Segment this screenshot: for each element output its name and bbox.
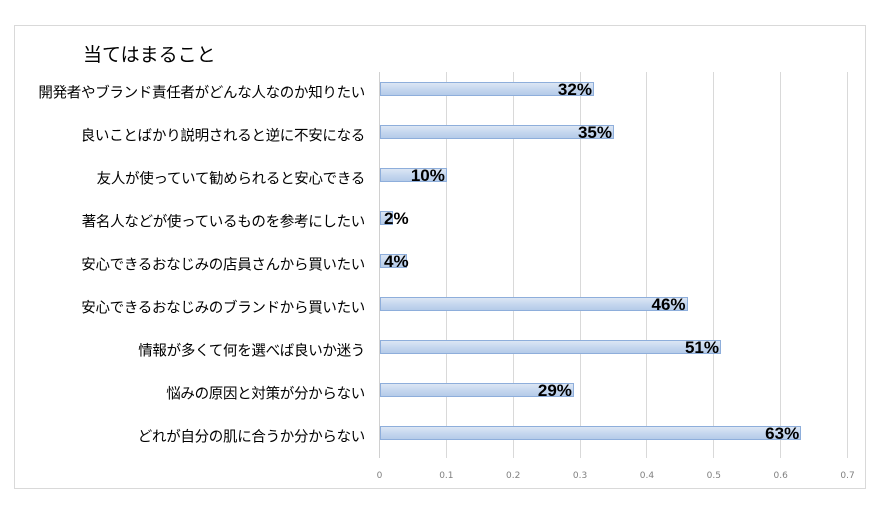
category-label: 悩みの原因と対策が分からない [166, 386, 365, 403]
data-label: 51% [684, 338, 719, 357]
gridline [445, 72, 447, 458]
bar [380, 125, 614, 139]
data-label: 4% [384, 252, 409, 271]
data-label: 32% [557, 80, 592, 99]
gridline [847, 72, 849, 458]
category-label: 情報が多くて何を選べば良いか迷う [138, 343, 365, 360]
y-axis-line [379, 72, 380, 458]
x-tick-label: 0.1 [439, 471, 454, 481]
bar [380, 383, 574, 397]
data-label: 46% [651, 295, 686, 314]
x-tick-label: 0.4 [639, 471, 655, 481]
gridline [512, 72, 514, 458]
gridline [579, 72, 581, 458]
bar [380, 82, 594, 96]
category-label: 安心できるおなじみの店員さんから買いたい [81, 257, 365, 274]
gridline [780, 72, 782, 458]
category-label: 良いことばかり説明されると逆に不安になる [80, 128, 366, 145]
category-label: 開発者やブランド責任者がどんな人なのか知りたい [38, 85, 365, 102]
category-label: どれが自分の肌に合うか分からない [137, 429, 366, 446]
x-tick-label: 0.5 [706, 471, 721, 481]
x-tick-label: 0 [376, 471, 383, 481]
bar [380, 254, 407, 268]
data-label: 29% [537, 381, 572, 400]
bar [380, 297, 688, 311]
data-label: 10% [410, 166, 445, 185]
data-label: 35% [577, 123, 612, 142]
category-label: 安心できるおなじみのブランドから買いたい [81, 300, 365, 317]
bar [380, 426, 802, 440]
bar [380, 340, 721, 354]
bar [380, 211, 394, 225]
data-label: 2% [384, 209, 409, 228]
bar [380, 168, 447, 182]
chart-title: 当てはまること [83, 44, 216, 66]
category-label: 著名人などが使っているものを参考にしたい [81, 214, 366, 231]
chart-frame [14, 25, 866, 489]
x-tick-label: 0.6 [773, 471, 788, 481]
x-tick-label: 0.7 [840, 471, 855, 481]
category-label: 友人が使っていて勧められると安心できる [96, 171, 366, 188]
gridline [646, 72, 648, 458]
x-tick-label: 0.3 [572, 471, 588, 481]
x-tick-label: 0.2 [506, 471, 521, 481]
data-label: 63% [765, 424, 800, 443]
gridline [713, 72, 715, 458]
